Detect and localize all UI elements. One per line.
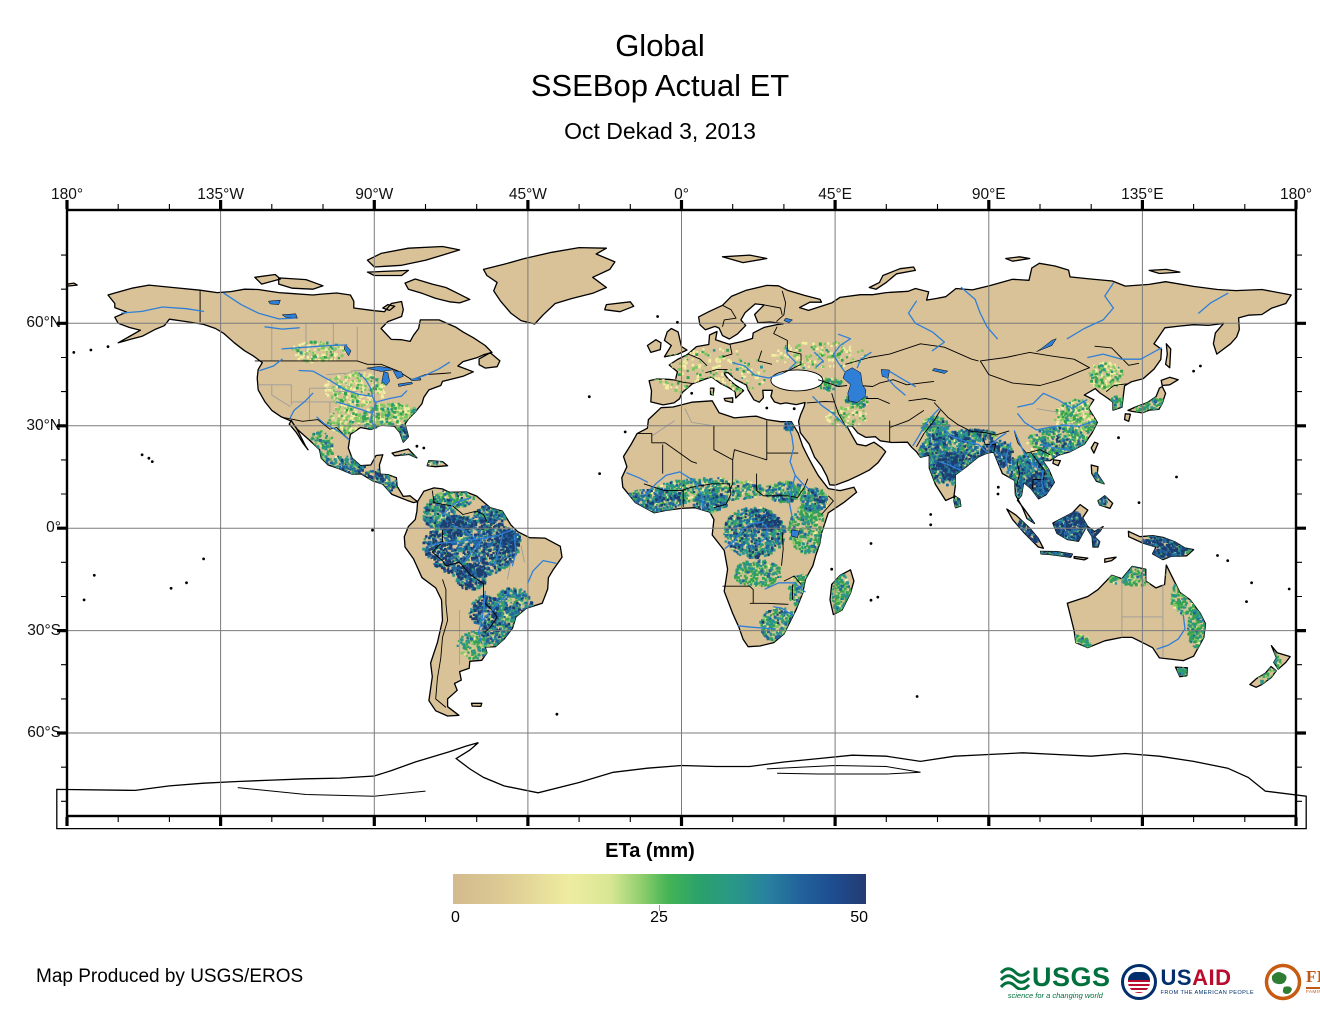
country-borders bbox=[199, 290, 1140, 708]
lat-label-0deg: 0° bbox=[46, 519, 61, 537]
usgs-wordmark: USGS bbox=[1032, 962, 1111, 992]
legend-tick-0: 0 bbox=[451, 909, 460, 926]
map-frame bbox=[65, 208, 1298, 818]
world-map bbox=[56, 200, 1307, 830]
legend-tick-25: 25 bbox=[650, 909, 668, 926]
usgs-tagline: science for a changing world bbox=[1007, 991, 1103, 1000]
fewsnet-logo: FEWS NET FAMINE EARLY WARNING SYSTEMS NE… bbox=[1264, 963, 1320, 1001]
axis-minor-ticks bbox=[61, 204, 1302, 822]
credit-text: Map Produced by USGS/EROS bbox=[36, 966, 304, 987]
usgs-logo: USGS science for a changing world bbox=[1000, 964, 1111, 1000]
legend-mid-tick bbox=[659, 905, 660, 911]
legend-tick-50: 50 bbox=[850, 909, 868, 926]
lon-label-180deg: 180° bbox=[1279, 186, 1313, 203]
lat-label-60degS: 60°S bbox=[27, 724, 61, 742]
lon-label-90degE: 90°E bbox=[971, 186, 1006, 203]
fewsnet-tagline: FAMINE EARLY WARNING SYSTEMS NETWORK bbox=[1305, 990, 1320, 996]
lon-label-90degW: 90°W bbox=[355, 186, 394, 203]
lon-label-45degE: 45°E bbox=[818, 186, 853, 203]
lat-label-60degN: 60°N bbox=[26, 314, 61, 332]
lon-label-135degE: 135°E bbox=[1121, 186, 1164, 203]
legend-colorbar bbox=[453, 874, 866, 904]
fewsnet-wordmark: FEWS NET bbox=[1305, 968, 1320, 990]
title-line-1: Global bbox=[615, 28, 705, 63]
usaid-wordmark-us: US bbox=[1160, 965, 1193, 991]
usaid-wordmark-aid: AID bbox=[1192, 965, 1232, 991]
subtitle-date: Oct Dekad 3, 2013 bbox=[564, 118, 756, 144]
admin1-borders bbox=[258, 322, 1164, 665]
lon-label-0deg: 0° bbox=[674, 186, 689, 203]
graticule bbox=[67, 210, 1296, 816]
black-sea bbox=[770, 369, 824, 392]
lon-label-135degW: 135°W bbox=[197, 186, 244, 203]
legend-title: ETa (mm) bbox=[605, 840, 695, 862]
usaid-logo: USAID FROM THE AMERICAN PEOPLE bbox=[1120, 964, 1254, 1000]
usaid-seal-icon bbox=[1120, 964, 1157, 1000]
lon-label-45degW: 45°W bbox=[508, 186, 547, 203]
rivers bbox=[120, 282, 1229, 650]
lat-label-30degN: 30°N bbox=[26, 416, 61, 434]
lat-label-30degS: 30°S bbox=[27, 621, 61, 639]
usgs-wave-icon bbox=[1000, 967, 1030, 990]
lon-label-180deg: 180° bbox=[50, 186, 84, 203]
usaid-tagline: FROM THE AMERICAN PEOPLE bbox=[1160, 990, 1254, 997]
title-block: Global SSEBop Actual ET Oct Dekad 3, 201… bbox=[0, 26, 1320, 145]
island-specks bbox=[72, 315, 1291, 716]
logo-row: USGS science for a changing world USAID … bbox=[1000, 952, 1320, 1012]
axis-major-ticks bbox=[57, 200, 1306, 826]
fewsnet-globe-icon bbox=[1264, 963, 1302, 1001]
title-line-2: SSEBop Actual ET bbox=[530, 68, 790, 103]
